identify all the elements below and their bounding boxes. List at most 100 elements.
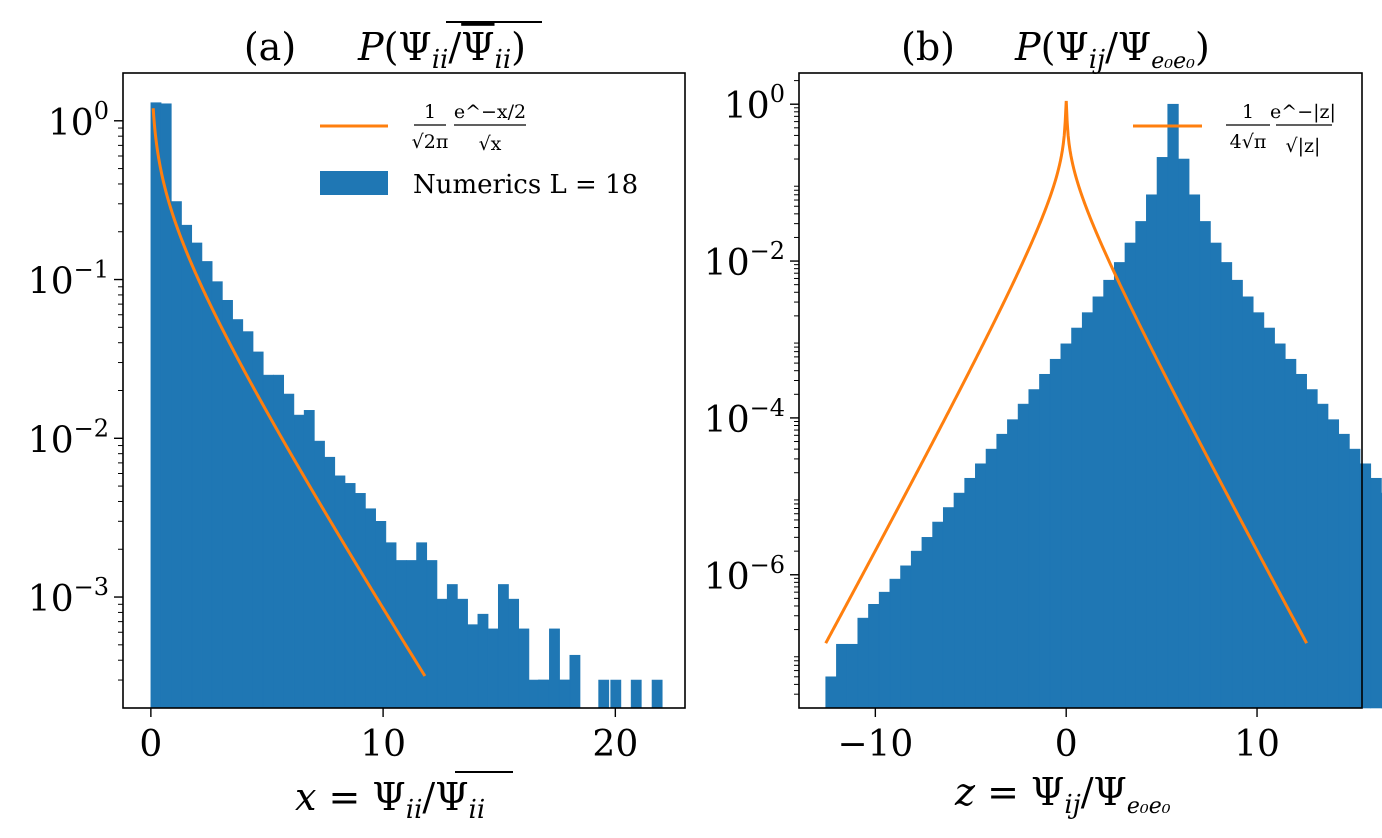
hist-bar-a-0 <box>150 102 162 709</box>
hist-bar-a-39 <box>549 628 560 709</box>
hist-bar-a-41 <box>569 654 581 709</box>
hist-bar-b-11 <box>942 507 955 709</box>
hist-bar-extra-a-1 <box>558 679 570 709</box>
legend-frac-num2-a: e^−x/2 <box>454 101 526 123</box>
legend-frac-num-b: 1 <box>1242 101 1254 123</box>
hist-bar-b-32 <box>1167 103 1179 709</box>
hist-bar-a-32 <box>477 613 489 709</box>
legend-frac-den2-a: √x <box>479 133 502 155</box>
hist-bar-a-22 <box>375 520 387 709</box>
hist-bar-a-27 <box>426 560 438 709</box>
xtick-label-b-2: 10 <box>1234 724 1280 765</box>
hist-bar-b-21 <box>1049 358 1062 709</box>
ytick-label-a-0: 10−3 <box>28 573 109 620</box>
hist-bar-a-2 <box>171 201 182 709</box>
hist-bar-b-6 <box>889 578 901 709</box>
hist-bar-b-18 <box>1017 403 1030 709</box>
hist-bar-b-4 <box>868 603 880 709</box>
hist-bar-b-47 <box>1327 419 1340 709</box>
title-tag-a: (a) <box>244 25 296 69</box>
hist-bar-a-20 <box>354 493 366 709</box>
hist-bar-a-18 <box>334 475 346 709</box>
ytick-label-a-1: 10−2 <box>28 414 109 461</box>
hist-bar-b-13 <box>964 477 976 709</box>
hist-bar-b-41 <box>1263 327 1275 709</box>
hist-bar-b-42 <box>1274 343 1286 709</box>
hist-bar-a-5 <box>201 261 213 709</box>
xlabel-a: x = Ψii/Ψii <box>295 775 485 825</box>
hist-bar-b-39 <box>1242 296 1254 709</box>
hist-bar-b-30 <box>1146 194 1158 709</box>
hist-bar-a-7 <box>222 299 233 709</box>
ytick-label-b-3: 100 <box>724 80 785 127</box>
hist-bar-b-9 <box>921 537 933 709</box>
hist-bar-b-20 <box>1039 373 1051 709</box>
theory-curve-a <box>151 108 427 677</box>
hist-bar-a-8 <box>232 319 244 709</box>
hist-bar-a-31 <box>467 624 479 709</box>
hist-bar-b-49 <box>1349 448 1361 709</box>
hist-bar-b-31 <box>1156 157 1169 709</box>
panel-b: −10 0 10 10−6 10−4 10−2 100 (b) P(Ψij/Ψe₀e₀) z… <box>704 25 1382 820</box>
hist-bar-a-37 <box>528 679 540 709</box>
xtick-label-b-1: 0 <box>1055 724 1078 765</box>
title-expr-b: P(Ψij/Ψe₀e₀) <box>1014 25 1210 75</box>
hist-bar-b-33 <box>1178 158 1190 709</box>
hist-bar-b-5 <box>878 591 891 709</box>
hist-bar-b-40 <box>1252 312 1265 709</box>
hist-bar-a-25 <box>406 560 417 709</box>
hist-bar-a-19 <box>344 483 356 709</box>
hist-bar-b-19 <box>1028 389 1040 709</box>
hist-bar-a-3 <box>181 224 193 709</box>
hist-bar-a-4 <box>191 242 203 709</box>
hist-bar-a-9 <box>242 331 254 709</box>
hist-bar-extra-a-2 <box>598 679 610 709</box>
hist-bar-b-48 <box>1338 433 1350 709</box>
hist-bar-a-47 <box>630 679 642 709</box>
axes-frame-b <box>798 72 1363 709</box>
ytick-label-a-2: 10−1 <box>28 256 109 303</box>
ytick-label-b-1: 10−4 <box>704 394 785 441</box>
hist-bar-a-21 <box>365 508 376 709</box>
legend-hist-swatch-a <box>320 171 388 195</box>
hist-bar-b-15 <box>985 448 998 709</box>
legend-frac-num-a: 1 <box>424 101 436 123</box>
hist-bar-b-23 <box>1071 327 1083 709</box>
hist-bar-b-43 <box>1284 358 1297 709</box>
hist-bar-b-7 <box>900 565 912 709</box>
hist-bar-b-12 <box>953 492 965 709</box>
xtick-label-b-0: −10 <box>837 724 913 765</box>
hist-bar-b-0 <box>825 676 837 709</box>
legend-hist-label-a: Numerics L = 18 <box>413 170 638 200</box>
ticks-b: −10 0 10 10−6 10−4 10−2 100 <box>704 80 1280 765</box>
panel-a: 0 10 20 10−3 10−2 10−1 100 (a) P(Ψii/Ψii) x = … <box>28 21 686 825</box>
hist-bar-b-34 <box>1188 194 1201 709</box>
ytick-label-b-0: 10−6 <box>704 551 785 598</box>
hist-bar-b-14 <box>975 463 987 709</box>
legend-a: 1 √2π e^−x/2 √x Numerics L = 18 <box>320 101 638 200</box>
hist-bar-extra-a-3 <box>651 679 663 709</box>
hist-bar-b-25 <box>1092 296 1104 709</box>
hist-bar-a-33 <box>487 628 499 709</box>
xlabel-b: z = Ψij/Ψe₀e₀ <box>954 770 1171 820</box>
title-expr-a: P(Ψii/Ψii) <box>357 25 526 75</box>
hist-bar-a-29 <box>446 584 458 709</box>
hist-bar-b-38 <box>1231 279 1243 709</box>
hist-bar-a-26 <box>416 542 428 709</box>
ytick-label-b-2: 10−2 <box>704 237 785 284</box>
hist-bar-b-22 <box>1060 343 1072 709</box>
legend-frac-den2-b: √|z| <box>1286 135 1321 157</box>
hist-bar-b-2 <box>846 643 859 709</box>
legend-frac-den-a: √2π <box>412 131 449 153</box>
hist-bar-b-26 <box>1103 279 1115 709</box>
histogram-bars-b <box>825 103 1382 709</box>
legend-b: 1 4√π e^−|z| √|z| <box>1133 101 1336 157</box>
hist-bar-b-1 <box>836 643 848 709</box>
hist-bar-a-11 <box>262 374 274 709</box>
hist-bar-a-45 <box>610 679 622 709</box>
hist-bar-b-27 <box>1113 262 1126 709</box>
hist-bar-a-16 <box>314 440 325 709</box>
title-tag-b: (b) <box>901 25 955 69</box>
hist-bar-a-30 <box>457 598 468 709</box>
